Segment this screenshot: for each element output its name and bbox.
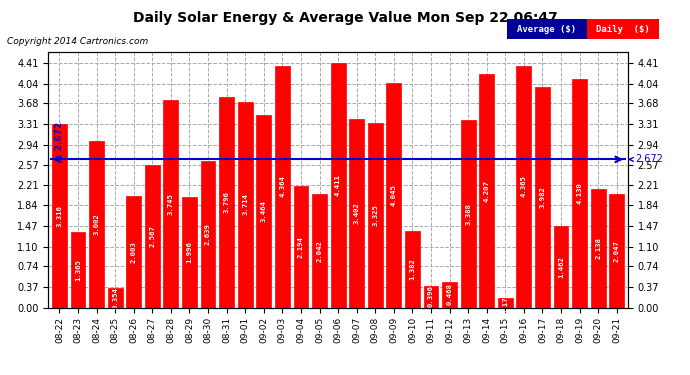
Text: 1.382: 1.382: [409, 258, 415, 280]
Text: 3.714: 3.714: [242, 194, 248, 216]
Text: 0.396: 0.396: [428, 286, 434, 308]
Bar: [219, 97, 234, 308]
Bar: [591, 189, 606, 308]
Text: 0.178: 0.178: [502, 292, 509, 314]
Text: 2.567: 2.567: [149, 225, 155, 247]
Text: 3.002: 3.002: [94, 213, 99, 235]
Text: 4.130: 4.130: [577, 182, 582, 204]
Text: 4.365: 4.365: [521, 176, 527, 198]
Text: 3.316: 3.316: [57, 205, 63, 226]
Text: Copyright 2014 Cartronics.com: Copyright 2014 Cartronics.com: [7, 38, 148, 46]
Bar: [126, 196, 141, 308]
Bar: [331, 63, 346, 308]
Text: 2.138: 2.138: [595, 237, 601, 259]
Bar: [312, 194, 327, 308]
Bar: [368, 123, 383, 308]
Text: 2.672: 2.672: [629, 154, 662, 164]
Text: 4.411: 4.411: [335, 174, 341, 196]
Bar: [257, 116, 271, 308]
Bar: [553, 226, 569, 308]
Text: 3.388: 3.388: [465, 202, 471, 225]
Text: 1.996: 1.996: [186, 241, 193, 263]
Text: 3.464: 3.464: [261, 201, 267, 222]
Text: 4.364: 4.364: [279, 176, 286, 198]
Bar: [145, 165, 160, 308]
Bar: [182, 197, 197, 308]
Bar: [480, 74, 494, 307]
Text: 2.003: 2.003: [130, 241, 137, 263]
Bar: [572, 78, 587, 308]
Text: 3.796: 3.796: [224, 191, 230, 213]
Bar: [89, 141, 104, 308]
Bar: [405, 231, 420, 308]
Bar: [238, 102, 253, 308]
Bar: [424, 285, 438, 308]
Bar: [70, 232, 86, 308]
Bar: [461, 120, 475, 308]
Bar: [164, 100, 178, 308]
Text: 3.745: 3.745: [168, 193, 174, 214]
Text: 4.045: 4.045: [391, 184, 397, 206]
Text: 4.207: 4.207: [484, 180, 490, 202]
Bar: [386, 83, 402, 308]
Text: 2.042: 2.042: [317, 240, 322, 262]
Bar: [442, 282, 457, 308]
Text: 1.462: 1.462: [558, 256, 564, 278]
Bar: [293, 186, 308, 308]
Text: 3.325: 3.325: [372, 204, 378, 226]
Text: Daily Solar Energy & Average Value Mon Sep 22 06:47: Daily Solar Energy & Average Value Mon S…: [132, 11, 558, 25]
Text: 2.639: 2.639: [205, 224, 211, 245]
Text: 0.468: 0.468: [446, 284, 453, 306]
Text: 3.982: 3.982: [540, 186, 546, 208]
Text: 2.194: 2.194: [298, 236, 304, 258]
Text: • 2.672: • 2.672: [55, 122, 64, 159]
Text: 0.354: 0.354: [112, 287, 118, 309]
Bar: [108, 288, 123, 308]
Text: Daily  ($): Daily ($): [596, 25, 649, 34]
Bar: [609, 194, 624, 308]
Bar: [275, 66, 290, 308]
Bar: [52, 124, 67, 308]
Bar: [498, 298, 513, 307]
Bar: [201, 161, 215, 308]
Bar: [516, 66, 531, 308]
Text: 2.047: 2.047: [613, 240, 620, 262]
Bar: [535, 87, 550, 308]
Text: 3.402: 3.402: [354, 202, 359, 224]
Bar: [349, 119, 364, 308]
Text: 1.365: 1.365: [75, 259, 81, 280]
Text: Average ($): Average ($): [518, 25, 576, 34]
